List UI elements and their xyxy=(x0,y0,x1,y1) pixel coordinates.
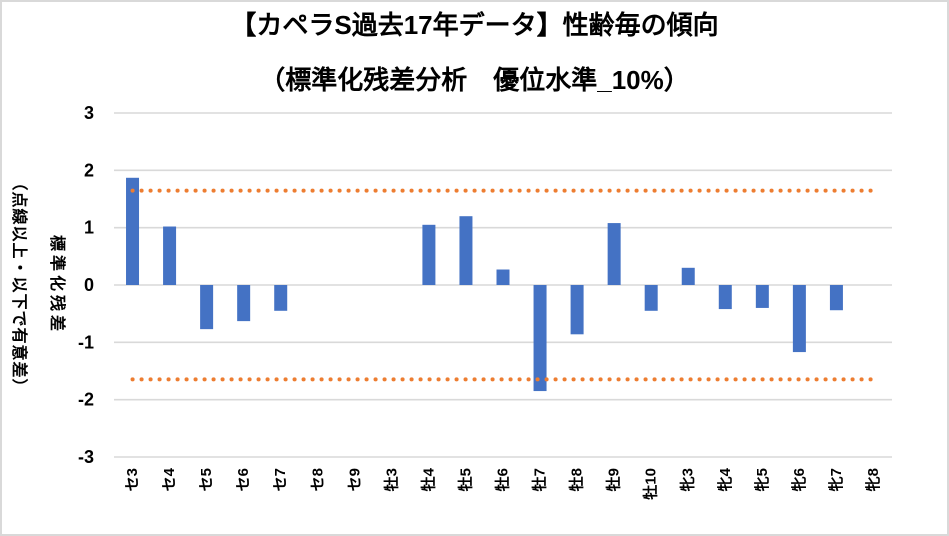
bar xyxy=(274,285,288,311)
y-tick-label: -3 xyxy=(78,447,94,467)
bar xyxy=(237,285,251,322)
x-tick-label: セ4 xyxy=(161,467,178,491)
chart-title-line2: （標準化残差分析 優位水準_10%） xyxy=(259,65,690,95)
bar xyxy=(607,223,621,285)
x-tick-label: 牝4 xyxy=(716,467,734,491)
x-tick-label: 牝7 xyxy=(827,468,845,491)
x-tick-label: セ9 xyxy=(346,468,363,491)
x-tick-label: 牡3 xyxy=(382,468,400,491)
bar xyxy=(533,285,547,392)
x-tick-label: 牡4 xyxy=(419,467,437,491)
bar xyxy=(496,269,510,285)
x-tick-label: 牝6 xyxy=(790,468,808,491)
bar xyxy=(792,285,806,353)
y-axis-title: 標準化残差 xyxy=(48,234,65,336)
bar xyxy=(718,285,732,310)
bar xyxy=(644,285,658,311)
x-tick-label: 牡7 xyxy=(531,468,549,491)
bar xyxy=(163,226,177,285)
bar xyxy=(755,285,769,308)
x-tick-label: 牝8 xyxy=(864,468,882,491)
y-tick-label: 1 xyxy=(84,218,94,238)
bar xyxy=(829,285,843,311)
bar xyxy=(570,285,584,335)
x-tick-label: 牡6 xyxy=(494,468,512,491)
bar xyxy=(200,285,214,330)
x-tick-label: 牡10 xyxy=(642,468,660,500)
y-tick-label: -2 xyxy=(78,390,94,410)
y-tick-label: 3 xyxy=(84,103,94,123)
x-tick-label: セ8 xyxy=(309,468,326,491)
y-tick-label: 2 xyxy=(84,160,94,180)
bar xyxy=(459,216,473,285)
y-axis-title-note: （点線以上・以下で有意差） xyxy=(10,174,27,396)
x-tick-label: セ5 xyxy=(198,468,215,491)
x-tick-label: セ3 xyxy=(124,468,141,491)
bar xyxy=(126,177,140,285)
x-tick-label: 牝5 xyxy=(753,468,771,491)
x-tick-label: 牡8 xyxy=(568,468,586,491)
bar xyxy=(681,267,695,285)
x-tick-label: 牝3 xyxy=(679,468,697,491)
x-tick-label: セ7 xyxy=(272,468,289,491)
x-tick-label: セ6 xyxy=(235,468,252,491)
y-tick-label: 0 xyxy=(84,275,94,295)
bar xyxy=(422,224,436,285)
y-tick-label: -1 xyxy=(78,332,94,352)
chart-title-line1: 【カペラS過去17年データ】性齢毎の傾向 xyxy=(230,10,719,40)
chart-title: 【カペラS過去17年データ】性齢毎の傾向 （標準化残差分析 優位水準_10%） xyxy=(2,12,947,93)
x-tick-label: 牡5 xyxy=(456,468,474,491)
x-tick-label: 牡9 xyxy=(605,468,623,491)
